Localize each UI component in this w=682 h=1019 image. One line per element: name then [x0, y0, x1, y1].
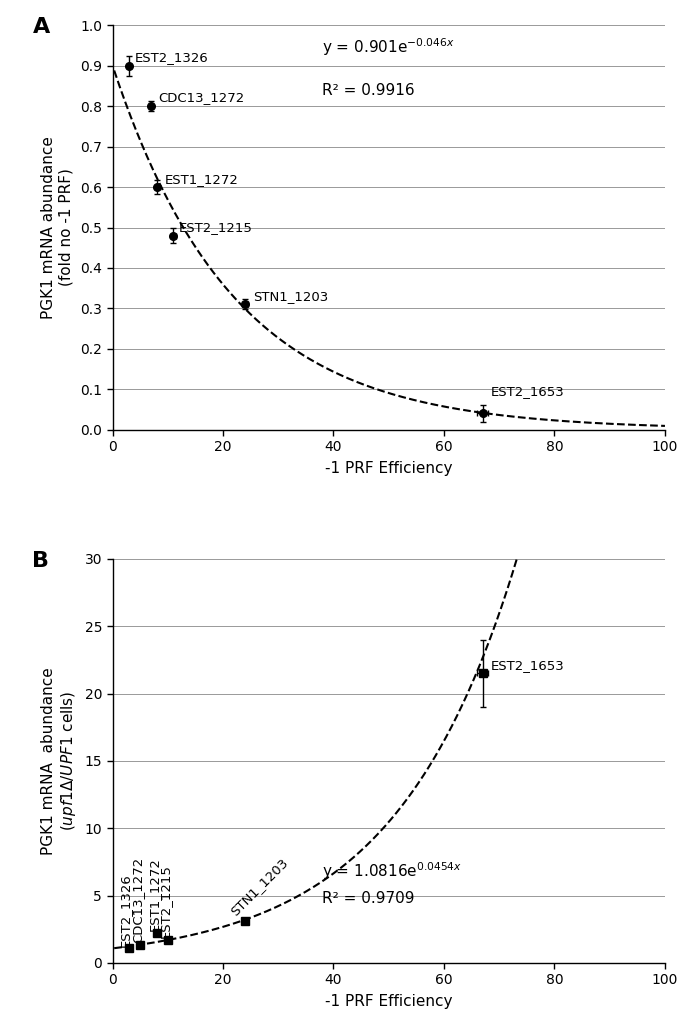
Text: R² = 0.9709: R² = 0.9709	[323, 892, 415, 906]
Text: EST1_1272: EST1_1272	[148, 857, 161, 931]
Text: EST1_1272: EST1_1272	[165, 173, 239, 185]
Text: EST2_1215: EST2_1215	[159, 864, 172, 938]
Y-axis label: PGK1 mRNA abundance
(fold no -1 PRF): PGK1 mRNA abundance (fold no -1 PRF)	[41, 137, 73, 319]
Text: EST2_1653: EST2_1653	[491, 385, 565, 398]
Text: EST2_1215: EST2_1215	[179, 221, 253, 234]
Text: STN1_1203: STN1_1203	[228, 855, 290, 918]
Text: EST2_1653: EST2_1653	[491, 659, 565, 672]
Text: R² = 0.9916: R² = 0.9916	[323, 84, 415, 98]
Y-axis label: PGK1 mRNA  abundance
($upf1\Delta$/$\it{UPF1}$ cells): PGK1 mRNA abundance ($upf1\Delta$/$\it{U…	[41, 667, 78, 855]
Text: EST2_1326: EST2_1326	[134, 51, 209, 64]
Text: y = 1.0816e$^{0.0454x}$: y = 1.0816e$^{0.0454x}$	[323, 860, 462, 882]
Text: EST2_1326: EST2_1326	[119, 873, 132, 947]
Text: CDC13_1272: CDC13_1272	[132, 857, 145, 944]
Text: A: A	[33, 17, 50, 38]
X-axis label: -1 PRF Efficiency: -1 PRF Efficiency	[325, 461, 452, 476]
Text: CDC13_1272: CDC13_1272	[158, 92, 244, 104]
X-axis label: -1 PRF Efficiency: -1 PRF Efficiency	[325, 995, 452, 1009]
Text: y = 0.901e$^{-0.046x}$: y = 0.901e$^{-0.046x}$	[323, 36, 455, 58]
Text: B: B	[33, 551, 49, 571]
Text: STN1_1203: STN1_1203	[254, 290, 329, 303]
